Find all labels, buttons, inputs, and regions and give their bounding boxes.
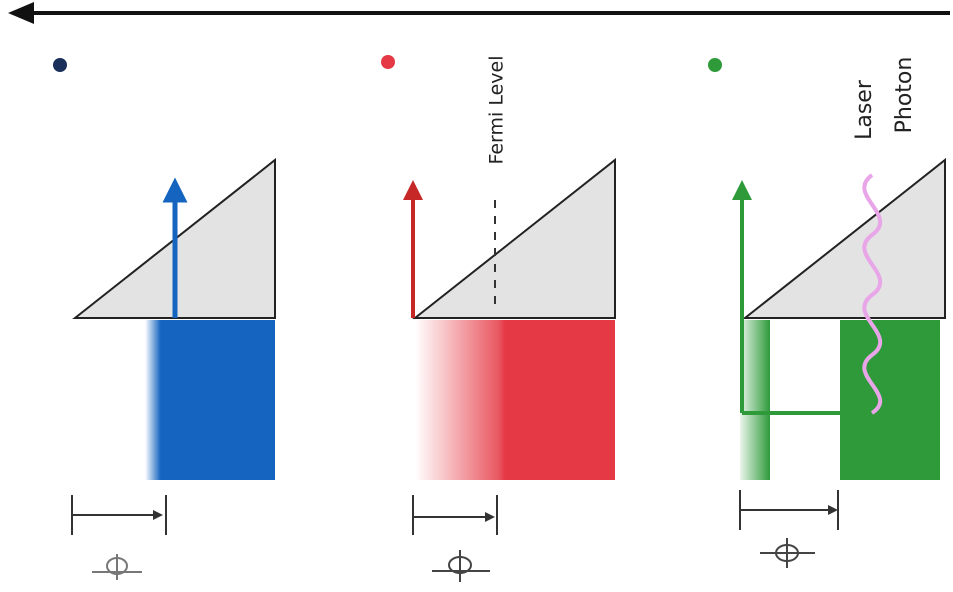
direction-arrow (8, 2, 950, 24)
panel-blue (53, 58, 275, 580)
fermi-level-label: Fermi Level (486, 55, 508, 164)
photon-label: Photon (892, 57, 917, 134)
panel-green: Laser Photon (708, 57, 945, 568)
laser-label: Laser (852, 79, 877, 140)
diagram: Fermi Level Laser Photon (0, 0, 953, 592)
panel-red: Fermi Level (381, 55, 615, 582)
